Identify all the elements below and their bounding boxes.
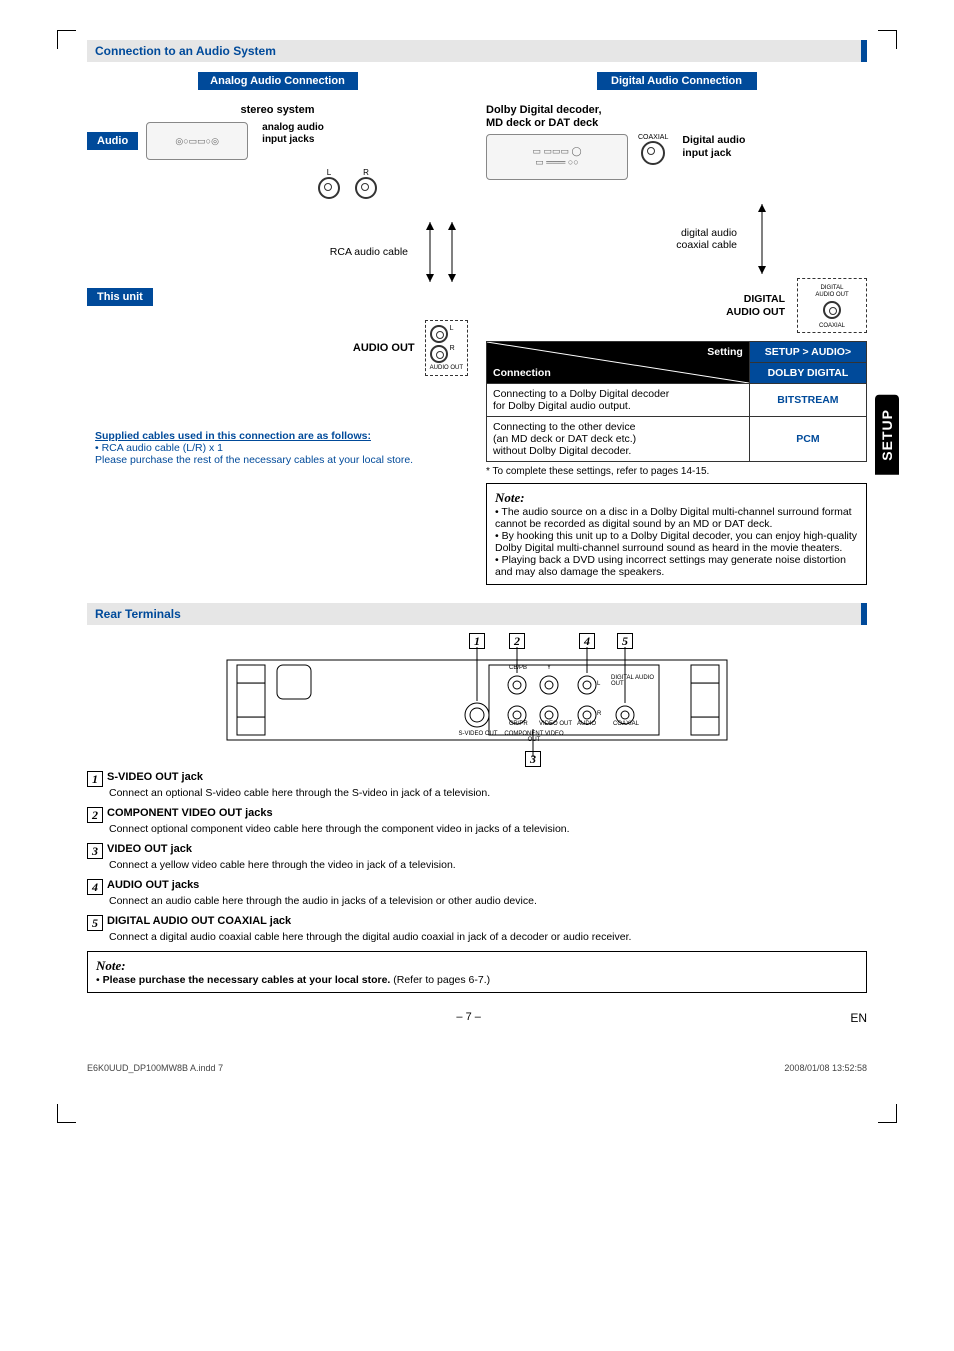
table-footnote: * To complete these settings, refer to p… [486, 466, 867, 477]
digital-tiny: DIGITAL AUDIO OUT [611, 675, 661, 687]
y-label: Y [547, 665, 551, 671]
video-out-tiny: VIDEO OUT [539, 721, 572, 727]
crop-mark [57, 30, 76, 49]
terminal-item-5: 5DIGITAL AUDIO OUT COAXIAL jack Connect … [87, 915, 867, 943]
note-bullet: Playing back a DVD using incorrect setti… [495, 554, 846, 578]
analog-audio-column: Analog Audio Connection stereo system Au… [87, 72, 468, 585]
callout-4: 4 [579, 633, 595, 649]
bitstream-cell: BITSTREAM [749, 383, 866, 416]
terminal-item-4: 4AUDIO OUT jacks Connect an audio cable … [87, 879, 867, 907]
coaxial-tiny-label: COAXIAL [638, 134, 668, 141]
digital-cable-label: digital audiocoaxial cable [486, 227, 747, 252]
component-tiny: COMPONENT VIDEO OUT [499, 731, 569, 743]
callout-3: 3 [525, 751, 541, 767]
crop-mark [878, 1104, 897, 1123]
this-unit-label: This unit [87, 288, 153, 306]
coaxial-out-panel-icon: DIGITAL AUDIO OUT COAXIAL [797, 278, 867, 332]
analog-input-jacks-label: analog audioinput jacks [262, 122, 324, 146]
crpr-label: CR/PR [509, 721, 528, 727]
audio-settings-table: Setting Connection SETUP > AUDIO> DOLBY … [486, 341, 867, 462]
th-setup-path: SETUP > AUDIO> [749, 341, 866, 362]
audio-out-label: AUDIO OUT [353, 342, 415, 354]
audio-out-panel-icon: L R AUDIO OUT [425, 320, 468, 376]
stereo-system-label: stereo system [87, 104, 468, 116]
note-title: Note: [96, 958, 858, 974]
crop-mark [57, 1104, 76, 1123]
terminal-item-1: 1S-VIDEO OUT jack Connect an optional S-… [87, 771, 867, 799]
deck-label: Dolby Digital decoder,MD deck or DAT dec… [486, 104, 867, 130]
digital-cable-icon [747, 204, 777, 274]
rca-cable-icon [418, 222, 468, 282]
digital-audio-column: Digital Audio Connection Dolby Digital d… [486, 72, 867, 585]
th-dolby: DOLBY DIGITAL [749, 362, 866, 383]
l-label: L [318, 168, 340, 177]
l-tiny: L [597, 681, 600, 687]
side-tab-setup: SETUP [875, 395, 899, 475]
digital-audio-out-label: DIGITALAUDIO OUT [726, 293, 785, 318]
supplied-item: • RCA audio cable (L/R) x 1 [95, 442, 460, 454]
audio-label: Audio [87, 132, 138, 150]
terminal-item-3: 3VIDEO OUT jack Connect a yellow video c… [87, 843, 867, 871]
cbpb-label: CB/PB [509, 665, 527, 671]
table-row: Connecting to a Dolby Digital decoderfor… [487, 383, 750, 416]
note-bullet: By hooking this unit up to a Dolby Digit… [495, 530, 857, 554]
supplied-cables-box: Supplied cables used in this connection … [87, 424, 468, 472]
page-number: – 7 – [456, 1011, 480, 1023]
note-box-2: Note: • Please purchase the necessary ca… [87, 951, 867, 993]
page-lang: EN [850, 1011, 867, 1025]
page-footer: – 7 – EN [87, 1011, 867, 1023]
table-row: Connecting to the other device(an MD dec… [487, 416, 750, 461]
rear-panel-diagram: 1 2 4 5 3 CB/PB Y CR/PR VIDEO OUT AUDIO … [217, 635, 737, 765]
terminal-item-2: 2COMPONENT VIDEO OUT jacks Connect optio… [87, 807, 867, 835]
note-bullet: The audio source on a disc in a Dolby Di… [495, 506, 852, 530]
digital-input-jack-label: Digital audioinput jack [682, 134, 745, 159]
supplied-title: Supplied cables used in this connection … [95, 430, 460, 442]
digital-header: Digital Audio Connection [597, 72, 757, 90]
coaxial-jack-icon [641, 141, 665, 165]
analog-header: Analog Audio Connection [198, 72, 358, 90]
rca-jack-icon [355, 177, 377, 199]
meta-file: E6K0UUD_DP100MW8B A.indd 7 [87, 1063, 223, 1073]
section-connection-audio: Connection to an Audio System [87, 40, 867, 62]
note2-rest: (Refer to pages 6-7.) [390, 974, 490, 986]
audio-tiny: AUDIO [577, 721, 596, 727]
callout-1: 1 [469, 633, 485, 649]
crop-mark [878, 30, 897, 49]
note-box-1: Note: • The audio source on a disc in a … [486, 483, 867, 585]
deck-icon: ▭ ▭▭▭ ◯▭ ═══ ○○ [486, 134, 628, 180]
r-tiny: R [597, 711, 601, 717]
rca-jack-icon [318, 177, 340, 199]
callout-5: 5 [617, 633, 633, 649]
note-title: Note: [495, 490, 858, 506]
rca-cable-label: RCA audio cable [87, 246, 418, 258]
supplied-rest: Please purchase the rest of the necessar… [95, 454, 460, 466]
note2-bold: Please purchase the necessary cables at … [103, 974, 391, 986]
callout-2: 2 [509, 633, 525, 649]
section-rear-terminals: Rear Terminals [87, 603, 867, 625]
meta-timestamp: 2008/01/08 13:52:58 [784, 1063, 867, 1073]
coaxial-tiny: COAXIAL [613, 721, 639, 727]
pcm-cell: PCM [749, 416, 866, 461]
r-label: R [355, 168, 377, 177]
svideo-tiny: S-VIDEO OUT [455, 731, 501, 737]
stereo-system-icon: ◎○▭▭○◎ [146, 122, 248, 160]
